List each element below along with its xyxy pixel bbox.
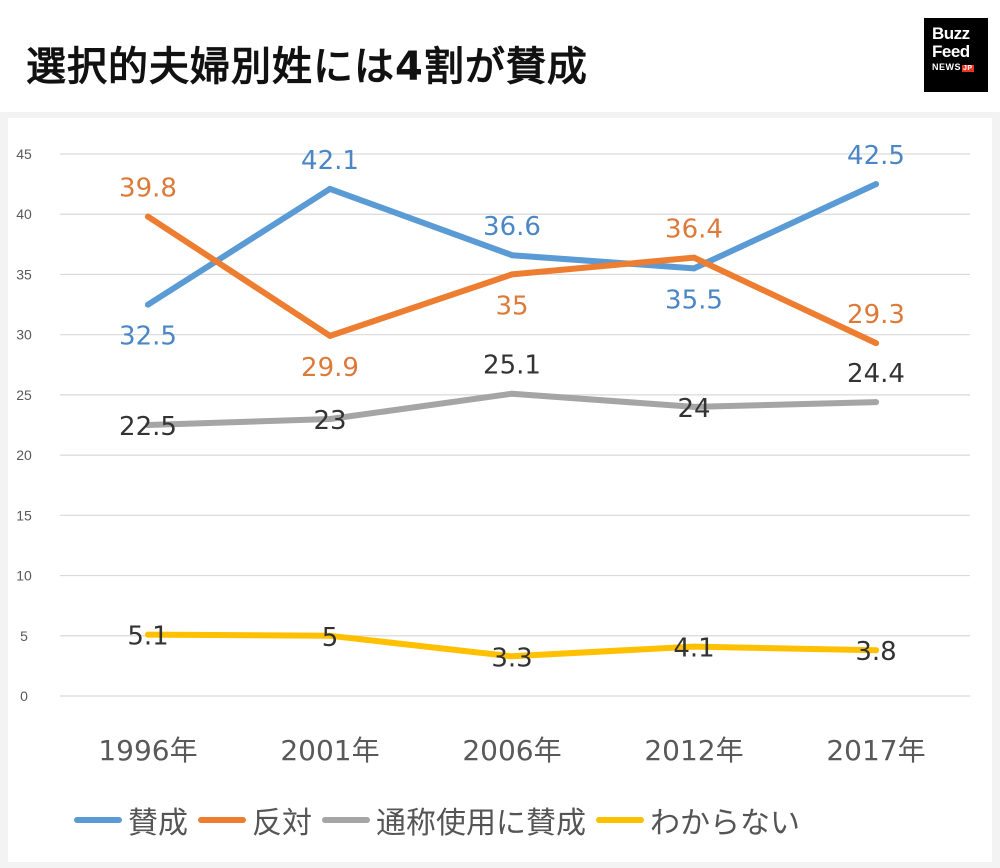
y-tick-label: 10: [16, 568, 32, 584]
legend-label: 通称使用に賛成: [376, 806, 586, 841]
legend-item: わからない: [596, 798, 800, 842]
data-point: [327, 632, 333, 639]
data-label: 39.8: [119, 174, 177, 204]
data-point: [509, 271, 515, 278]
data-label: 3.8: [855, 637, 896, 667]
y-tick-label: 40: [16, 206, 32, 222]
y-tick-label: 20: [16, 447, 32, 463]
data-label: 35.5: [665, 285, 723, 315]
legend-item: 反対: [198, 798, 312, 842]
data-point: [509, 390, 515, 397]
logo-news-text: NEWS: [932, 62, 961, 72]
legend-swatch: [74, 817, 122, 823]
data-label: 25.1: [483, 351, 541, 381]
data-point: [145, 213, 151, 220]
data-point: [145, 422, 151, 428]
y-tick-label: 35: [16, 266, 32, 282]
chart-title: 選択的夫婦別姓には4割が賛成: [26, 44, 588, 90]
x-tick-label: 2012年: [644, 734, 743, 767]
data-label: 32.5: [119, 322, 177, 352]
data-point: [145, 301, 151, 308]
legend-item: 賛成: [74, 798, 188, 842]
header: 選択的夫婦別姓には4割が賛成 Buzz Feed NEWS JP: [0, 0, 1000, 108]
data-point: [873, 399, 879, 406]
y-tick-label: 45: [16, 146, 32, 162]
data-label: 5.1: [127, 622, 168, 652]
data-label: 42.1: [301, 146, 359, 176]
x-tick-label: 1996年: [98, 734, 197, 767]
data-label: 24: [677, 394, 710, 424]
data-point: [509, 653, 515, 660]
y-tick-label: 0: [20, 688, 28, 704]
data-label: 22.5: [119, 412, 177, 442]
data-point: [145, 631, 151, 638]
data-point: [691, 403, 697, 410]
legend-swatch: [198, 817, 246, 823]
data-point: [691, 643, 697, 650]
data-label: 4.1: [673, 634, 714, 664]
chart-frame: [0, 112, 1000, 868]
data-label: 3.3: [491, 643, 532, 673]
x-tick-label: 2001年: [280, 734, 379, 767]
x-tick-label: 2017年: [826, 734, 925, 767]
data-point: [873, 181, 879, 188]
data-label: 35: [495, 291, 528, 321]
data-point: [327, 416, 333, 422]
data-label: 24.4: [847, 359, 905, 389]
data-label: 5: [322, 623, 339, 653]
logo-line2: Feed: [932, 42, 970, 61]
y-tick-label: 5: [20, 628, 28, 644]
logo-line3: NEWS JP: [932, 63, 988, 72]
data-label: 42.5: [847, 141, 905, 171]
data-label: 36.4: [665, 215, 723, 245]
buzzfeed-news-logo: Buzz Feed NEWS JP: [924, 18, 988, 92]
logo-line1: Buzz: [932, 24, 970, 43]
series-line: [145, 390, 879, 428]
chart-panel: [8, 118, 992, 862]
legend-label: 賛成: [128, 806, 188, 841]
legend-label: わからない: [650, 806, 800, 841]
data-point: [327, 185, 333, 192]
y-tick-label: 15: [16, 507, 32, 523]
legend-swatch: [596, 817, 644, 823]
x-tick-label: 2006年: [462, 734, 561, 767]
data-label: 29.3: [847, 300, 905, 330]
data-point: [691, 265, 697, 272]
legend-item: 通称使用に賛成: [322, 798, 586, 842]
y-tick-label: 25: [16, 387, 32, 403]
legend-swatch: [322, 817, 370, 823]
data-label: 36.6: [483, 212, 541, 242]
data-point: [873, 647, 879, 654]
legend-label: 反対: [252, 806, 312, 841]
chart-legend: 賛成 反対 通称使用に賛成 わからない: [74, 798, 810, 842]
data-label: 23: [313, 406, 346, 436]
logo-jp-badge: JP: [962, 65, 974, 72]
y-tick-label: 30: [16, 327, 32, 343]
data-point: [873, 340, 879, 347]
data-point: [691, 254, 697, 261]
data-point: [327, 332, 333, 339]
data-point: [509, 252, 515, 259]
data-label: 29.9: [301, 353, 359, 383]
